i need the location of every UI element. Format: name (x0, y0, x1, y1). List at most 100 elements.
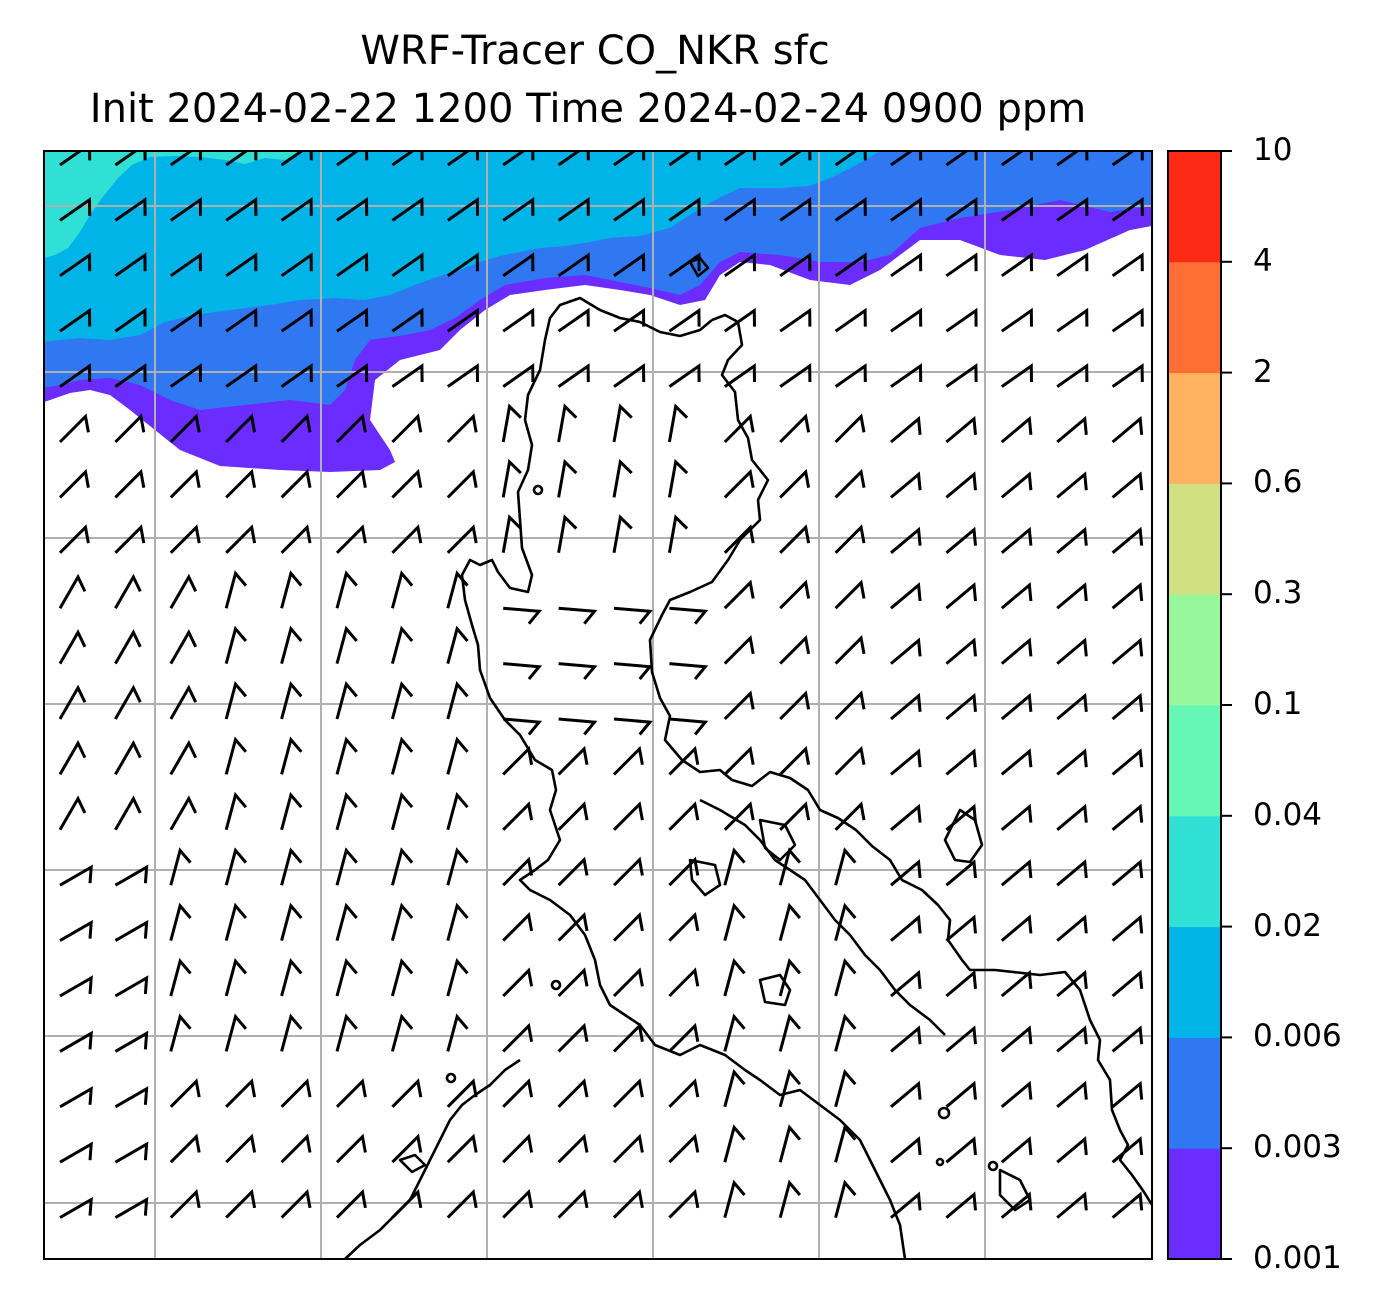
coastline-island-east (943, 808, 984, 864)
wind-barb (225, 196, 258, 222)
wind-barb (502, 252, 535, 278)
wind-barb (335, 1013, 358, 1052)
wind-barb (280, 1133, 312, 1164)
wind-barb (391, 413, 423, 444)
wind-barb (612, 403, 633, 443)
wind-barb (779, 151, 812, 167)
wind-barb (114, 864, 149, 887)
wind-barb (779, 252, 812, 278)
wind-barb (58, 795, 87, 831)
wind-barb (668, 151, 701, 167)
wind-barb (336, 307, 369, 333)
wind-barb (890, 1080, 922, 1108)
wind-barb (613, 307, 646, 333)
wind-barb (945, 1136, 977, 1164)
wind-barb (1056, 307, 1089, 333)
wind-barb (446, 1133, 478, 1164)
wind-barb (668, 801, 700, 831)
wind-barb (945, 363, 978, 388)
wind-barb (557, 363, 590, 388)
wind-barb (667, 458, 689, 498)
coastline-mainland-north (648, 313, 1152, 1206)
wind-barb (723, 1124, 746, 1163)
wind-barb (834, 801, 866, 831)
wind-barb (1000, 252, 1033, 278)
wind-barb (612, 801, 644, 831)
wind-barb (834, 1013, 857, 1052)
wind-barb (723, 363, 756, 388)
wind-barb (890, 471, 922, 499)
wind-barb (778, 1068, 802, 1108)
wind-barb (59, 975, 93, 998)
wind-barb (1111, 969, 1144, 998)
wind-barb (668, 363, 701, 388)
wind-barb (557, 856, 589, 887)
wind-barb (667, 403, 689, 443)
wind-barb (501, 514, 522, 554)
wind-barb (945, 252, 978, 278)
colorbar-segment (1168, 1037, 1221, 1149)
wind-barb (668, 856, 700, 887)
wind-barb (391, 363, 424, 388)
wind-barb (778, 902, 802, 941)
wind-barb (336, 151, 369, 167)
colorbar-label: 4 (1253, 242, 1273, 279)
wind-barb (391, 196, 424, 222)
colorbar (1168, 150, 1232, 1260)
wind-barb (224, 902, 248, 941)
wind-barb (945, 969, 977, 998)
wind-barb (1000, 969, 1033, 998)
wind-barb (1056, 1025, 1088, 1053)
wind-barb (723, 1068, 746, 1108)
wind-barb (390, 736, 414, 775)
wind-barb (779, 363, 812, 388)
wind-barb (502, 1133, 534, 1164)
wind-barb (612, 745, 644, 776)
coastline-island-1 (758, 973, 792, 1007)
wind-barb (169, 468, 201, 499)
wind-barb (613, 151, 646, 167)
wind-barb (945, 1080, 977, 1108)
wind-barb (1056, 582, 1088, 610)
wind-barb (945, 415, 977, 444)
wind-barb (1056, 1080, 1088, 1108)
wind-barb (1000, 692, 1033, 721)
wind-barb (114, 919, 149, 942)
wind-barb (834, 413, 866, 444)
wind-barb (1000, 803, 1033, 831)
coastline-south-peninsula (638, 1024, 907, 1259)
wind-barb (723, 902, 746, 941)
wind-barb (834, 847, 857, 886)
wind-barb (225, 524, 257, 554)
wind-barb (834, 745, 866, 776)
wind-barb (779, 196, 812, 222)
wind-barb (391, 151, 424, 167)
wind-barb (1056, 914, 1088, 942)
wind-barb (945, 692, 977, 721)
wind-barb (558, 717, 598, 736)
wind-barb (612, 967, 644, 998)
wind-barb (225, 1189, 257, 1219)
wind-barb (58, 468, 90, 499)
wind-barb (557, 912, 589, 942)
title-line-2: Init 2024-02-22 1200 Time 2024-02-24 090… (89, 86, 1087, 132)
wind-barb (668, 745, 700, 776)
wind-barb (834, 579, 866, 610)
wind-barb (391, 307, 424, 333)
wind-barb (557, 745, 589, 776)
wind-barb (890, 803, 922, 831)
wind-barb (503, 606, 543, 625)
wind-barb (1000, 196, 1033, 222)
map-area (44, 151, 1152, 1259)
wind-barb (723, 579, 755, 610)
wind-barb (1111, 1136, 1144, 1164)
wind-barb (1000, 637, 1033, 665)
wind-barb (114, 468, 146, 499)
wind-barb (390, 625, 414, 664)
wind-barb (169, 902, 192, 941)
wind-barb (59, 252, 92, 278)
wind-barb (59, 919, 93, 942)
wind-barb (59, 151, 92, 167)
wind-barb (1000, 1080, 1033, 1108)
wind-barb (169, 1133, 201, 1164)
